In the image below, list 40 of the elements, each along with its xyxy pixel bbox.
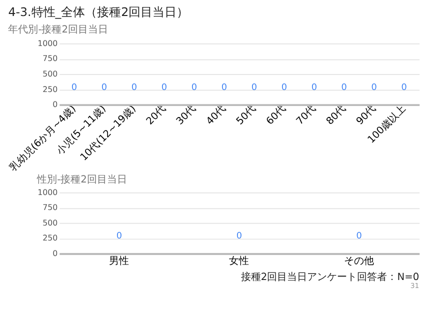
- y-tick-label: 0: [52, 248, 58, 258]
- x-tick-label: 男性: [109, 254, 130, 267]
- chart-subtitle: 年代別-接種2回目当日: [8, 24, 108, 36]
- data-label: 0: [236, 232, 242, 242]
- data-label: 0: [251, 82, 258, 93]
- x-tick-label: 70代: [294, 103, 318, 128]
- y-tick-label: 1000: [38, 188, 58, 197]
- x-tick-label: 90代: [354, 103, 378, 128]
- data-label: 0: [356, 232, 362, 242]
- data-label: 0: [311, 82, 318, 93]
- y-tick-label: 500: [42, 69, 58, 78]
- data-label: 0: [371, 82, 378, 93]
- y-tick-label: 1000: [38, 38, 58, 48]
- data-label: 0: [161, 82, 168, 93]
- x-tick-label: その他: [344, 254, 374, 267]
- x-tick-label: 40代: [204, 103, 228, 128]
- data-label: 0: [71, 82, 78, 93]
- x-tick-label: 20代: [144, 103, 168, 128]
- chart-title: 性別-接種2回目当日: [36, 173, 127, 186]
- y-tick-label: 0: [52, 100, 58, 110]
- x-tick-label: 80代: [324, 103, 348, 128]
- y-tick-label: 750: [42, 54, 58, 64]
- data-label: 0: [101, 82, 108, 93]
- y-tick-label: 250: [42, 234, 58, 243]
- data-label: 0: [221, 82, 228, 93]
- x-tick-label: 女性: [229, 254, 250, 267]
- y-tick-label: 750: [42, 203, 58, 212]
- y-tick-label: 500: [42, 218, 58, 228]
- text: 接種2回目当日アンケート回答者：N=0: [240, 271, 420, 284]
- data-label: 0: [191, 82, 198, 93]
- y-tick-label: 250: [42, 84, 58, 94]
- data-label: 0: [401, 82, 408, 93]
- x-tick-label: 50代: [234, 103, 258, 128]
- data-label: 0: [131, 82, 138, 93]
- x-tick-label: 30代: [174, 103, 198, 128]
- data-label: 0: [116, 232, 122, 242]
- chart-title: 4-3.特性_全体（接種2回目当日）: [8, 4, 189, 19]
- data-label: 0: [341, 82, 348, 93]
- x-tick-label: 60代: [264, 103, 288, 128]
- data-label: 0: [281, 82, 288, 93]
